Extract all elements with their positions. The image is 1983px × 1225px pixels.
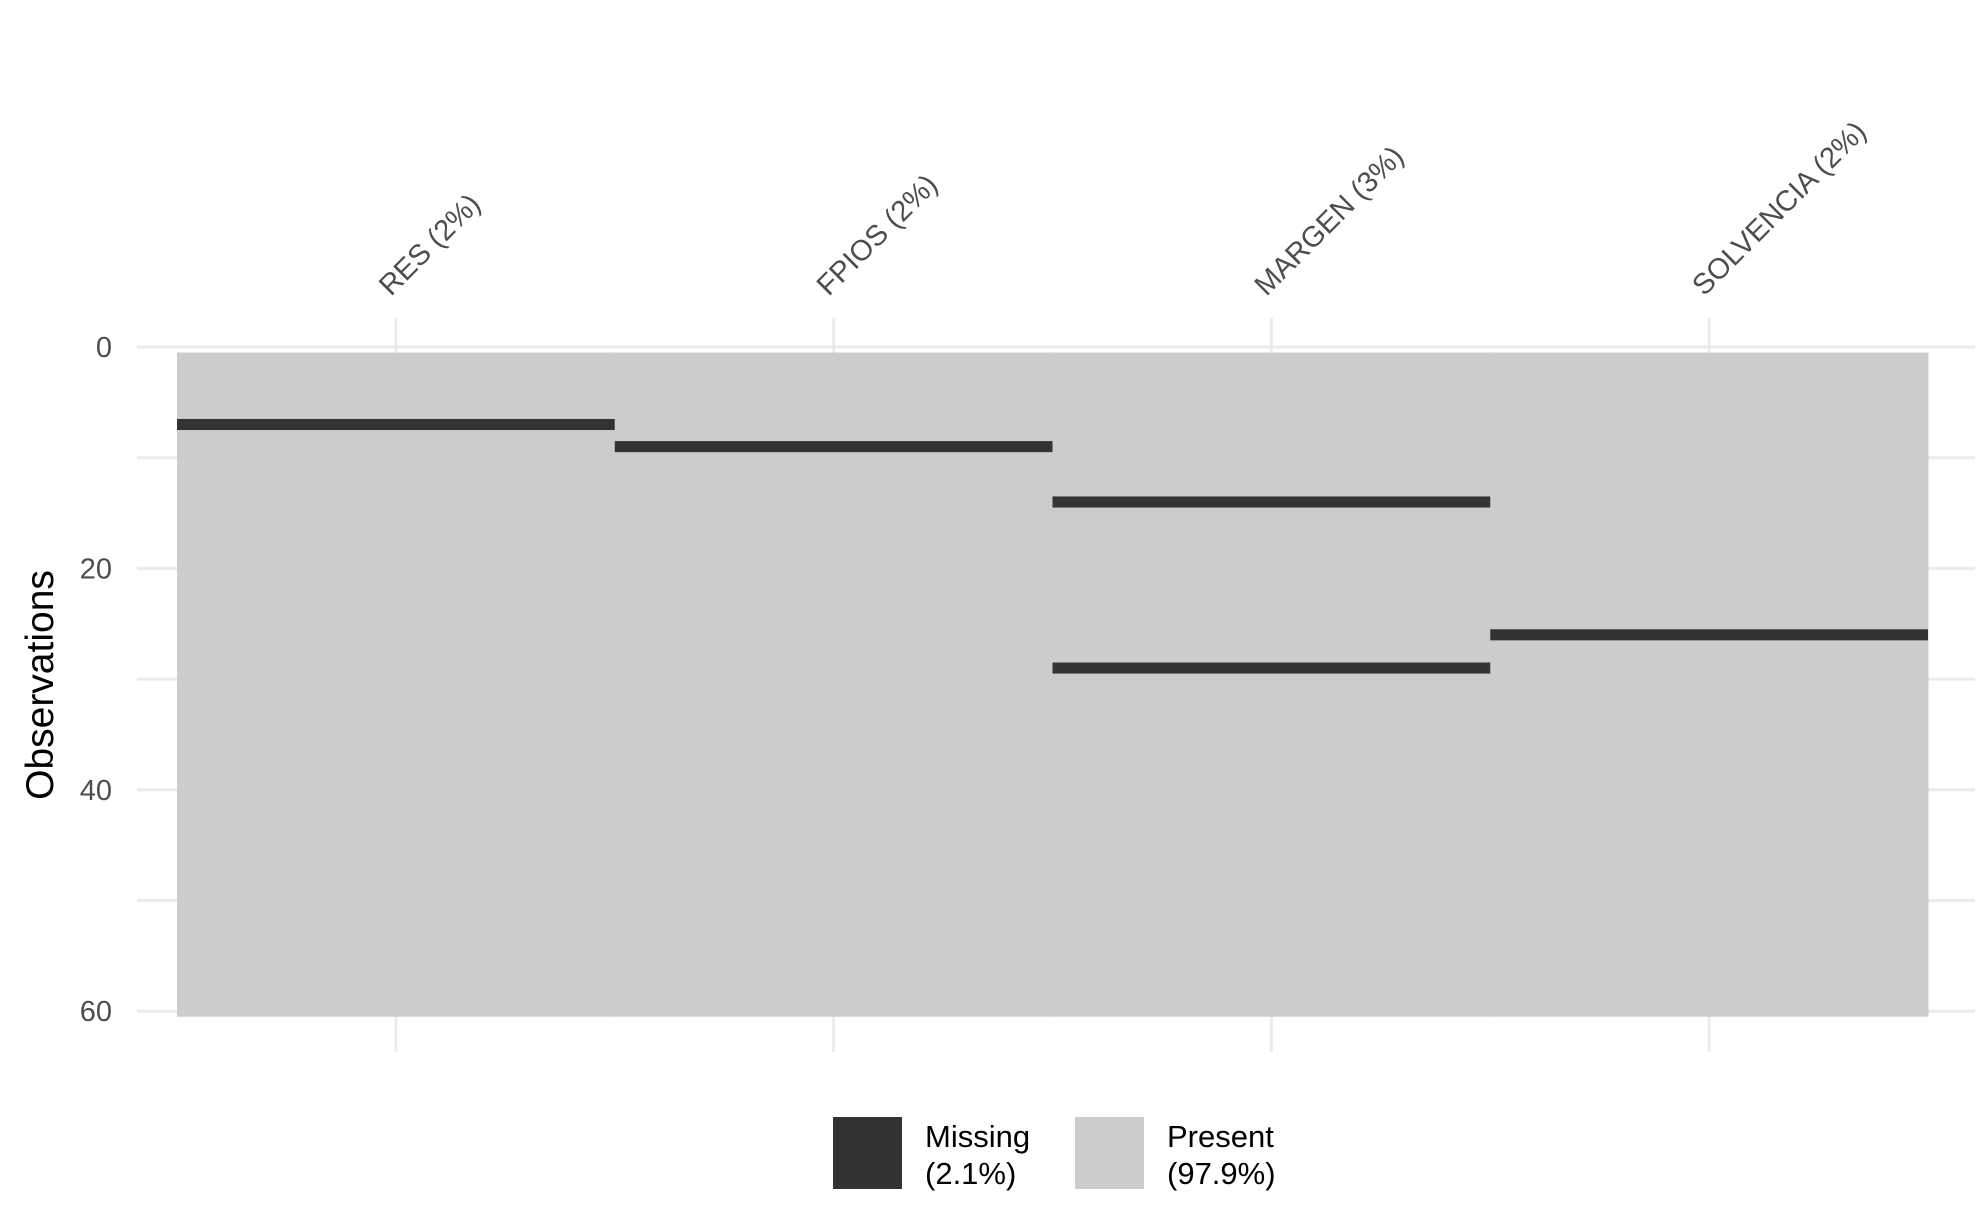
x-tick-label: RES (2%)	[373, 188, 487, 302]
tile-layer	[177, 352, 1929, 1017]
y-tick-label: 0	[96, 332, 112, 364]
x-tick-label: FPIOS (2%)	[811, 169, 944, 302]
legend-key	[1075, 1117, 1144, 1189]
y-tick-label: 20	[80, 553, 112, 585]
present-tile	[1490, 352, 1929, 1017]
x-axis-ticks: RES (2%) FPIOS (2%) MARGEN (3%) SOLVENCIA (…	[373, 116, 1873, 302]
missing-tile	[177, 418, 615, 431]
legend-label: Missing	[925, 1119, 1030, 1154]
x-tick-label: SOLVENCIA (2%)	[1686, 116, 1872, 302]
missing-tile	[1052, 662, 1491, 674]
legend-percent: (2.1%)	[925, 1156, 1016, 1191]
present-tile	[177, 352, 616, 1017]
y-tick-label: 60	[80, 996, 112, 1028]
missing-tile	[1052, 496, 1491, 508]
legend-label: Present	[1167, 1119, 1274, 1154]
legend-key	[833, 1117, 902, 1189]
missing-tile	[614, 441, 1053, 453]
present-tile	[614, 352, 1053, 1017]
legend-percent: (97.9%)	[1167, 1156, 1276, 1191]
x-tick-label: MARGEN (3%)	[1249, 140, 1411, 302]
y-tick-label: 40	[80, 775, 112, 807]
legend: Missing(2.1%) Present(97.9%)	[833, 1117, 1276, 1191]
y-axis-title: Observations	[19, 570, 62, 800]
missing-tile	[1490, 629, 1928, 641]
present-tile	[1052, 352, 1491, 1017]
y-axis-ticks: 0 20 40 60	[80, 332, 112, 1028]
